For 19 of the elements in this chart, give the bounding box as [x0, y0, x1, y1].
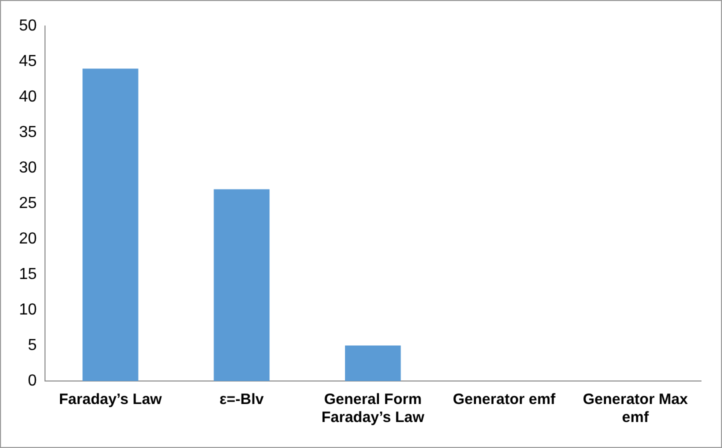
y-tick-label: 45	[19, 52, 37, 70]
bar	[345, 346, 401, 381]
y-tick-label: 35	[19, 124, 37, 141]
bar	[214, 189, 270, 381]
x-tick-label: General Form Faraday’s Law	[321, 391, 425, 426]
x-tick-label: ε=-Blv	[220, 391, 264, 408]
y-tick-label: 40	[19, 88, 37, 106]
y-tick-label: 0	[28, 372, 37, 390]
y-tick-label: 5	[28, 336, 37, 354]
y-tick-label: 10	[19, 301, 37, 318]
x-tick-label: Faraday’s Law	[59, 391, 162, 408]
y-tick-label: 50	[19, 17, 37, 34]
x-tick-label: Generator Max emf	[582, 391, 689, 426]
y-tick-label: 30	[19, 159, 37, 176]
bar	[82, 68, 138, 381]
y-tick-label: 15	[19, 266, 37, 283]
y-tick-label: 25	[19, 194, 37, 212]
x-tick-label: Generator emf	[452, 391, 556, 408]
y-tick-label: 20	[19, 230, 37, 248]
